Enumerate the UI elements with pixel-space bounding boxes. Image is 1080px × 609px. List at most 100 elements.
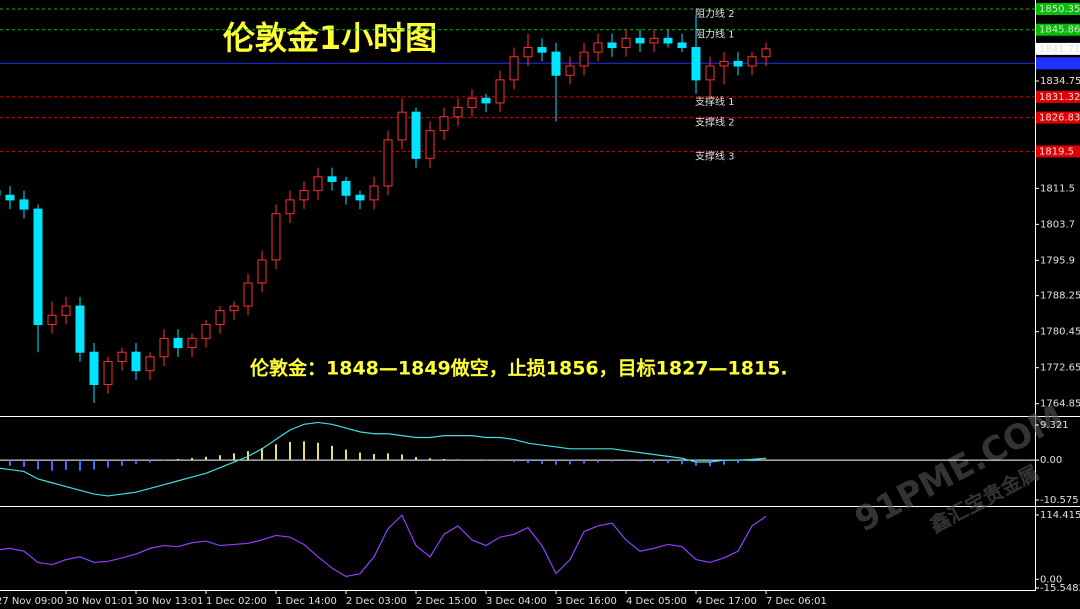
last-price: 1841.71	[1039, 44, 1080, 55]
candle-body	[691, 47, 701, 81]
x-tick-label: 30 Nov 13:01	[136, 596, 203, 607]
candle-body	[145, 356, 155, 372]
candle-body	[75, 305, 85, 353]
x-tick-label: 27 Nov 09:00	[0, 596, 63, 607]
candle-body	[635, 37, 645, 44]
candle-body	[607, 42, 617, 49]
level-label: 支撑线 3	[695, 149, 735, 162]
candle-body	[495, 79, 505, 104]
oscillator-line	[0, 514, 767, 578]
candle-body	[383, 139, 393, 187]
candle-body	[663, 37, 673, 44]
candle-body	[453, 107, 463, 118]
level-label: 支撑线 2	[695, 116, 735, 129]
candle-body	[299, 190, 309, 201]
level-label: 阻力线 2	[695, 7, 735, 20]
candle-body	[5, 194, 15, 201]
candle-body	[565, 65, 575, 76]
y-tick-label: 0.00	[1040, 574, 1062, 585]
candle-body	[733, 60, 743, 67]
macd-line	[0, 421, 767, 497]
candle-body	[649, 37, 659, 44]
candle-body	[159, 337, 169, 358]
y-tick-label: 1780.45	[1040, 327, 1080, 338]
candle-body	[621, 37, 631, 49]
y-tick-label: 1803.7	[1040, 219, 1075, 230]
level-price: 1850.35	[1039, 4, 1080, 15]
bid-box	[1036, 57, 1080, 70]
level-price-box	[1036, 90, 1080, 103]
level-price: 1845.86	[1039, 25, 1080, 36]
y-tick-label: -15.5482	[1040, 583, 1080, 594]
candle-body	[19, 199, 29, 210]
y-tick-label: 1834.75	[1040, 76, 1080, 87]
candle-body	[705, 65, 715, 81]
level-price-box	[1036, 23, 1080, 36]
chart-title: 伦敦金1小时图	[223, 19, 437, 57]
candle-body	[313, 176, 323, 192]
candle-body	[425, 130, 435, 159]
candle-body	[61, 305, 71, 316]
candle-body	[201, 324, 211, 339]
candle-body	[355, 194, 365, 201]
candle-body	[677, 42, 687, 49]
level-label: 阻力线 1	[695, 28, 735, 41]
y-tick-label: 1811.5	[1040, 183, 1075, 194]
candle-body	[117, 351, 127, 362]
x-tick-label: 4 Dec 05:00	[626, 596, 687, 607]
candle-body	[411, 111, 421, 159]
candle-body	[215, 310, 225, 326]
candle-body	[397, 111, 407, 141]
candle-body	[327, 176, 337, 182]
level-price: 1831.32	[1039, 92, 1080, 103]
candle-body	[523, 47, 533, 58]
x-tick-label: 1 Dec 02:00	[206, 596, 267, 607]
x-tick-label: 30 Nov 01:01	[66, 596, 133, 607]
y-tick-label: 0.00	[1040, 455, 1062, 466]
candle-body	[467, 97, 477, 109]
y-tick-label: 1772.65	[1040, 363, 1080, 374]
candle-body	[257, 259, 267, 284]
candle-body	[537, 47, 547, 53]
level-price-box	[1036, 145, 1080, 158]
y-tick-label: -10.575	[1040, 495, 1079, 506]
level-label: 支撑线 1	[695, 95, 735, 108]
x-tick-label: 3 Dec 16:00	[556, 596, 617, 607]
x-tick-label: 2 Dec 15:00	[416, 596, 477, 607]
candle-body	[243, 282, 253, 307]
x-tick-label: 2 Dec 03:00	[346, 596, 407, 607]
candle-body	[103, 360, 113, 386]
candle-body	[89, 351, 99, 386]
y-tick-label: 114.4155	[1040, 510, 1080, 521]
x-tick-label: 1 Dec 14:00	[276, 596, 337, 607]
candle-body	[439, 116, 449, 132]
candle-body	[271, 213, 281, 261]
candle-body	[551, 51, 561, 76]
x-tick-label: 7 Dec 06:01	[766, 596, 827, 607]
candle-body	[187, 337, 197, 349]
candle-body	[33, 208, 43, 326]
candle-body	[747, 56, 757, 67]
candle-body	[481, 97, 491, 104]
candle-body	[229, 305, 239, 312]
candle-body	[369, 185, 379, 201]
candle-body	[47, 314, 57, 326]
candle-body	[341, 180, 351, 196]
candle-body	[719, 60, 729, 67]
candle-body	[509, 56, 519, 81]
x-tick-label: 4 Dec 17:00	[696, 596, 757, 607]
level-price-box	[1036, 3, 1080, 16]
y-tick-label: 9.321	[1040, 420, 1069, 431]
candle-body	[579, 51, 589, 67]
level-price-box	[1036, 111, 1080, 124]
candle-body	[285, 199, 295, 215]
level-price: 1819.5	[1039, 146, 1074, 157]
x-tick-label: 3 Dec 04:00	[486, 596, 547, 607]
level-price: 1826.83	[1039, 113, 1080, 124]
candle-body	[593, 42, 603, 53]
candle-body	[173, 337, 183, 349]
y-tick-label: 1795.9	[1040, 255, 1075, 266]
last-price-box	[1036, 42, 1080, 55]
